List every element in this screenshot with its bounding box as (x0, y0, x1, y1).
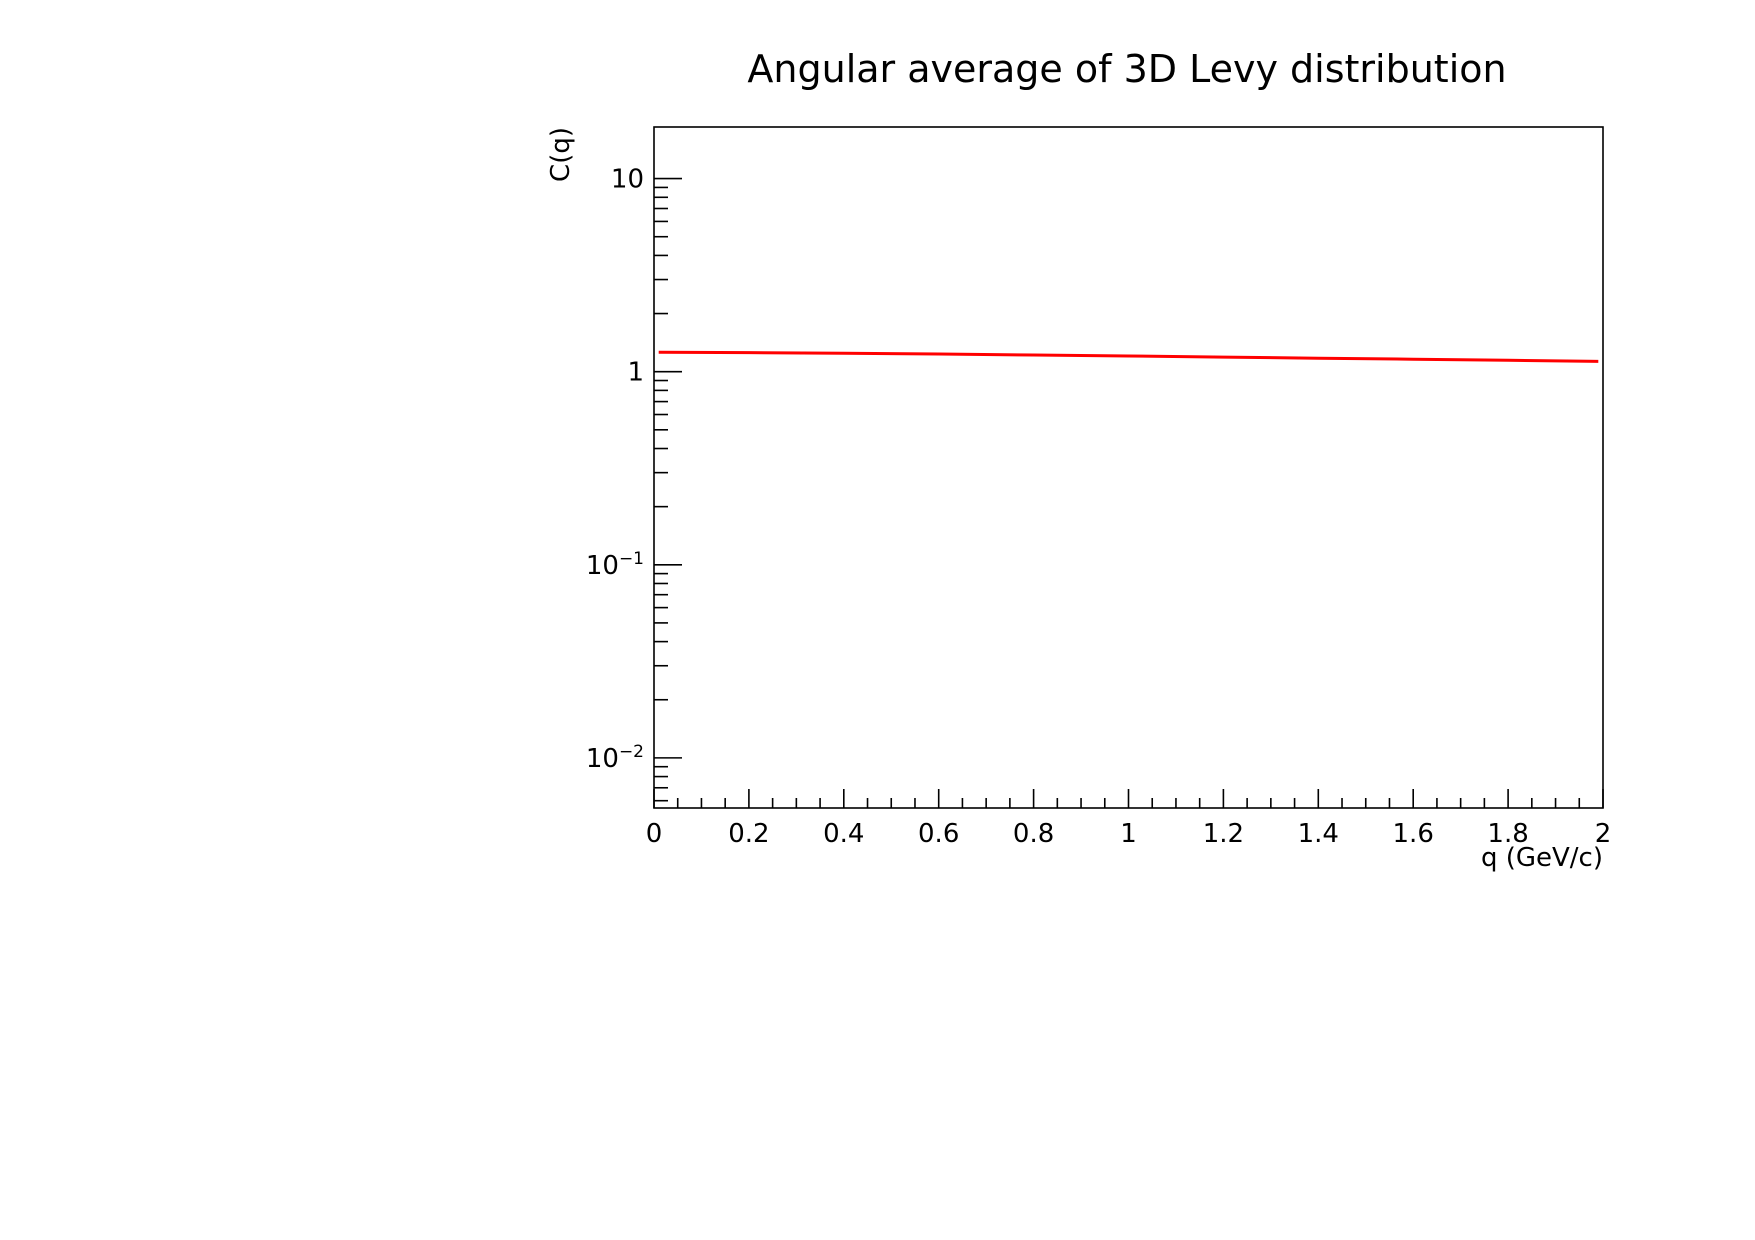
series-line (658, 350, 1599, 363)
x-tick-label: 1.2 (1203, 819, 1244, 849)
y-tick-label: 10−1 (586, 549, 644, 581)
y-axis-label: C(q) (546, 127, 576, 182)
chart-title: Angular average of 3D Levy distribution (747, 47, 1506, 91)
x-tick-label: 1.8 (1487, 819, 1528, 849)
x-tick-label: 0.4 (823, 819, 864, 849)
x-tick-label: 1.4 (1298, 819, 1339, 849)
x-axis-label: q (GeV/c) (1481, 843, 1603, 873)
x-tick-label: 0 (646, 819, 663, 849)
y-tick-label: 1 (627, 358, 644, 388)
x-tick-label: 2 (1595, 819, 1612, 849)
x-tick-label: 1 (1120, 819, 1137, 849)
series-layer (658, 350, 1599, 363)
x-tick-label: 1.6 (1393, 819, 1434, 849)
x-tick-label: 0.6 (918, 819, 959, 849)
x-tick-label: 0.8 (1013, 819, 1054, 849)
x-axis-ticks: 0 0.2 0.4 0.6 0.8 1 1.2 1.4 1.6 1.8 2 (646, 789, 1612, 849)
y-tick-label: 10 (611, 165, 644, 195)
y-tick-label: 10−2 (586, 742, 644, 774)
plot-frame (653, 126, 1604, 809)
x-tick-label: 0.2 (728, 819, 769, 849)
y-axis-ticks: 10 1 10−1 10−2 (586, 165, 682, 802)
